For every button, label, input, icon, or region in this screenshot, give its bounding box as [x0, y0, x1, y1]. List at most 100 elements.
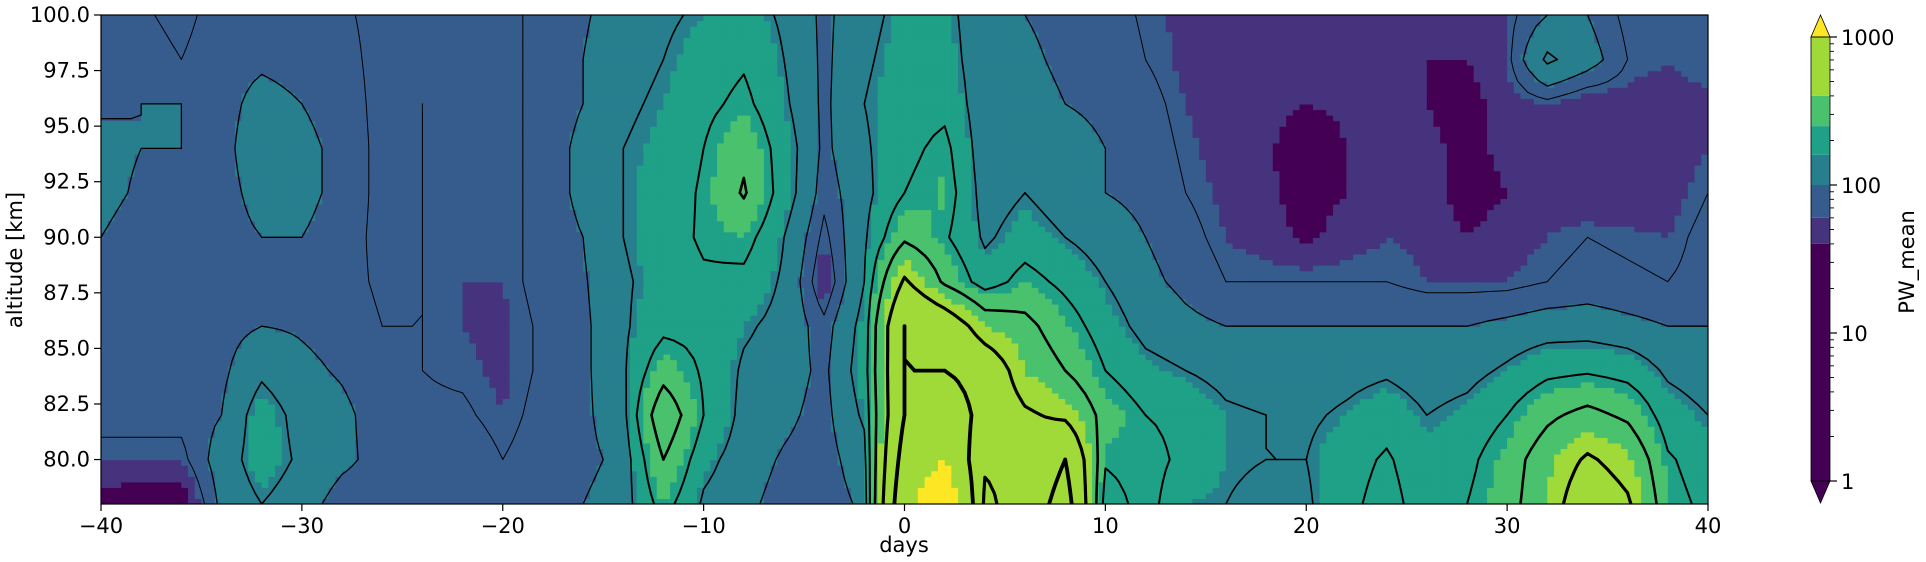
heatmap-cell: [1426, 442, 1435, 450]
heatmap-cell: [1031, 403, 1040, 411]
heatmap-cell: [1219, 492, 1227, 500]
heatmap-cell: [656, 403, 665, 411]
heatmap-cell: [221, 403, 229, 411]
heatmap-cell: [837, 431, 845, 438]
heatmap-cell: [1286, 437, 1294, 444]
heatmap-cell: [670, 470, 678, 477]
heatmap-cell: [1225, 437, 1234, 444]
heatmap-cell: [1373, 387, 1381, 394]
heatmap-cell: [1058, 420, 1066, 427]
heatmap-cell: [1701, 476, 1708, 483]
heatmap-cell: [750, 453, 758, 461]
heatmap-cell: [1225, 431, 1234, 438]
heatmap-cell: [342, 448, 350, 455]
heatmap-cell: [944, 492, 952, 500]
heatmap-cell: [181, 403, 189, 411]
heatmap-cell: [201, 453, 209, 461]
heatmap-cell: [1326, 398, 1334, 405]
heatmap-cell: [261, 498, 269, 504]
heatmap-cell: [442, 420, 450, 427]
heatmap-cell: [1199, 437, 1207, 444]
heatmap-cell: [248, 487, 256, 494]
heatmap-cell: [368, 420, 377, 427]
heatmap-cell: [763, 481, 772, 488]
heatmap-cell: [844, 492, 852, 500]
heatmap-cell: [496, 426, 504, 433]
heatmap-cell: [1065, 442, 1073, 450]
heatmap-cell: [864, 442, 872, 450]
heatmap-cell: [255, 420, 263, 427]
heatmap-cell: [1319, 431, 1327, 438]
heatmap-cell: [228, 431, 236, 438]
heatmap-cell: [549, 426, 557, 433]
heatmap-cell: [1065, 387, 1073, 394]
heatmap-cell: [1473, 476, 1481, 483]
heatmap-cell: [1339, 409, 1348, 416]
heatmap-cell: [1212, 470, 1220, 477]
heatmap-cell: [770, 420, 778, 427]
heatmap-cell: [569, 415, 578, 422]
heatmap-cell: [268, 392, 276, 400]
heatmap-cell: [141, 459, 149, 466]
heatmap-cell: [1620, 498, 1629, 504]
heatmap-cell: [804, 492, 812, 500]
heatmap-cell: [1426, 453, 1435, 461]
heatmap-cell: [1406, 481, 1414, 488]
heatmap-cell: [944, 420, 952, 427]
heatmap-cell: [723, 470, 732, 477]
heatmap-cell: [1165, 403, 1173, 411]
heatmap-cell: [1540, 453, 1548, 461]
heatmap-cell: [569, 470, 578, 477]
heatmap-cell: [616, 409, 624, 416]
heatmap-cell: [261, 487, 269, 494]
heatmap-cell: [1286, 431, 1294, 438]
heatmap-cell: [288, 387, 296, 394]
heatmap-cell: [1205, 398, 1214, 405]
heatmap-cell: [482, 420, 490, 427]
heatmap-cell: [1158, 453, 1167, 461]
heatmap-cell: [1091, 476, 1100, 483]
heatmap-cell: [917, 487, 926, 494]
heatmap-cell: [730, 470, 738, 477]
heatmap-cell: [502, 398, 511, 405]
heatmap-cell: [663, 426, 671, 433]
heatmap-cell: [1500, 453, 1508, 461]
heatmap-cell: [107, 420, 115, 427]
heatmap-cell: [315, 409, 323, 416]
heatmap-cell: [167, 431, 176, 438]
heatmap-cell: [1199, 498, 1207, 504]
heatmap-cell: [951, 431, 959, 438]
heatmap-cell: [1172, 409, 1180, 416]
heatmap-cell: [1533, 481, 1542, 488]
heatmap-cell: [844, 431, 852, 438]
heatmap-cell: [730, 498, 738, 504]
heatmap-cell: [770, 403, 778, 411]
heatmap-cell: [1091, 459, 1100, 466]
heatmap-cell: [1594, 420, 1602, 427]
heatmap-cell: [1132, 392, 1140, 400]
heatmap-cell: [911, 465, 919, 472]
heatmap-cell: [482, 431, 490, 438]
heatmap-cell: [1426, 498, 1435, 504]
heatmap-cell: [1152, 415, 1160, 422]
heatmap-cell: [924, 403, 932, 411]
heatmap-cell: [114, 403, 122, 411]
heatmap-cell: [475, 492, 484, 500]
heatmap-cell: [1607, 420, 1615, 427]
heatmap-cell: [342, 492, 350, 500]
heatmap-cell: [362, 448, 370, 455]
heatmap-cell: [1145, 487, 1153, 494]
heatmap-cell: [188, 453, 196, 461]
heatmap-cell: [556, 403, 564, 411]
heatmap-cell: [636, 420, 644, 427]
heatmap-cell: [114, 415, 122, 422]
heatmap-cell: [844, 442, 852, 450]
heatmap-cell: [777, 470, 785, 477]
heatmap-cell: [1085, 415, 1093, 422]
heatmap-cell: [1460, 481, 1468, 488]
heatmap-cell: [248, 481, 256, 488]
heatmap-cell: [516, 437, 524, 444]
heatmap-cell: [1527, 415, 1535, 422]
heatmap-cell: [542, 487, 551, 494]
heatmap-cell: [884, 492, 892, 500]
